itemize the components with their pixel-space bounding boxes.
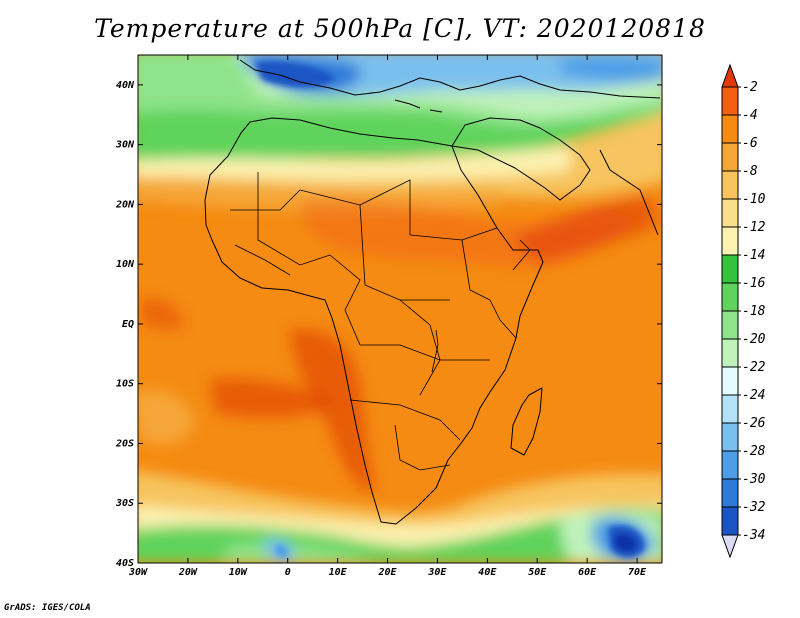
colorbar-segment (722, 395, 738, 423)
colorbar-segment (722, 255, 738, 283)
lat-tick-label: 20S (115, 438, 134, 449)
lat-tick-label: 40S (116, 558, 134, 569)
colorbar-label: -14 (742, 248, 765, 263)
colorbar-top-arrow (722, 65, 738, 87)
credit-text: GrADS: IGES/COLA (4, 603, 91, 613)
lon-tick-label: 10E (329, 567, 348, 578)
colorbar-segment (722, 87, 738, 115)
colorbar-segment (722, 227, 738, 255)
lat-tick-label: 30S (115, 498, 134, 509)
colorbar-label: -10 (742, 192, 766, 207)
lat-tick-label: EQ (122, 319, 134, 330)
colorbar-label: -28 (742, 444, 766, 459)
colorbar-segment (722, 339, 738, 367)
colorbar-label: -16 (742, 276, 766, 291)
lat-tick-label: 10N (116, 259, 135, 270)
map-figure: 30W 20W 10W 0 10E 20E 30E 40E 50E 60E 70E40N30N20N… (0, 0, 800, 618)
lat-tick-label: 40N (116, 80, 135, 91)
colorbar-segment (722, 311, 738, 339)
lon-tick-label: 20W (178, 567, 198, 578)
colorbar-label: -26 (742, 416, 766, 431)
lon-tick-label: 50E (528, 567, 547, 578)
lat-tick-label: 10S (116, 379, 134, 390)
lon-tick-label: 10W (229, 567, 248, 578)
colorbar-label: -30 (742, 472, 766, 487)
colorbar-label: -6 (742, 136, 758, 151)
lon-tick-label: 40E (478, 567, 497, 578)
colorbar-label: -12 (742, 220, 766, 235)
colorbar-label: -18 (742, 304, 766, 319)
colorbar-label: -22 (742, 360, 766, 375)
colorbar-bottom-arrow (722, 535, 738, 557)
colorbar-segment (722, 451, 738, 479)
temperature-field (130, 48, 670, 563)
lon-tick-label: 0 (285, 567, 291, 578)
lon-tick-label: 70E (628, 567, 647, 578)
colorbar-label: -34 (742, 528, 765, 543)
lon-tick-label: 20E (377, 567, 397, 578)
colorbar-label: -32 (742, 500, 766, 515)
lon-tick-label: 60E (578, 567, 597, 578)
colorbar-segment (722, 199, 738, 227)
colorbar-label: -8 (742, 164, 758, 179)
colorbar-segment (722, 143, 738, 171)
colorbar-segment (722, 171, 738, 199)
colorbar-segment (722, 479, 738, 507)
colorbar-segment (722, 507, 738, 535)
colorbar-segment (722, 367, 738, 395)
colorbar: -2 -4 -6 -8 -10 -12 -14 -16 -18 -20 -22 -24 -26 -28 -3… (722, 65, 766, 557)
colorbar-label: -2 (742, 80, 758, 95)
lon-tick-label: 30E (427, 567, 447, 578)
colorbar-segment (722, 423, 738, 451)
colorbar-segment (722, 115, 738, 143)
colorbar-label: -4 (742, 108, 758, 123)
colorbar-segment (722, 283, 738, 311)
lat-tick-label: 20N (115, 199, 135, 210)
colorbar-label: -20 (742, 332, 766, 347)
lat-tick-label: 30N (115, 140, 135, 151)
colorbar-label: -24 (742, 388, 765, 403)
